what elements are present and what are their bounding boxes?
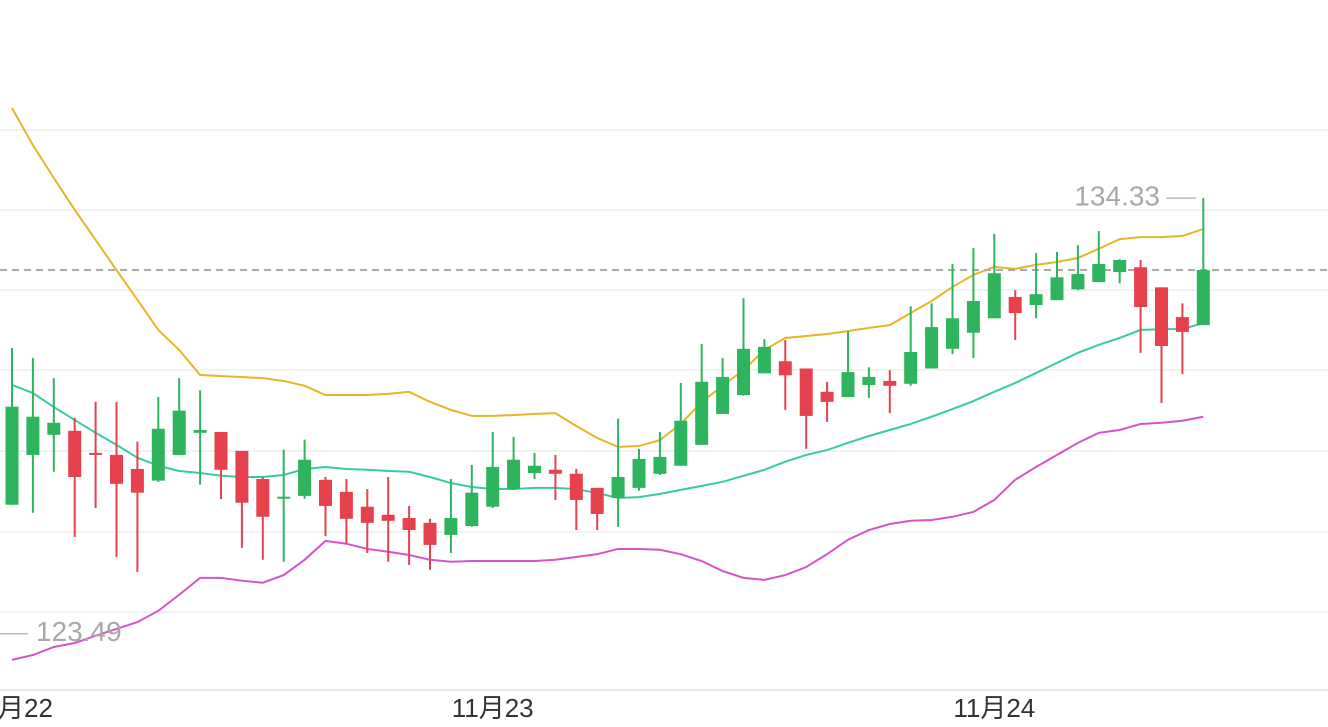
candle-body [47,422,61,435]
candle-body [235,450,249,503]
candle-body [569,473,583,500]
band-line [11,107,1204,448]
candle-body [507,459,521,490]
candle-body [904,352,918,384]
candle-body [1071,274,1085,290]
low-marker-label: 123.49 [36,616,122,647]
candle-body [5,406,19,505]
candle-body [214,431,228,470]
candle-body [172,410,186,455]
band-line [11,322,1204,499]
x-tick-label: 11月23 [452,693,534,723]
candle-body [695,381,709,445]
candle-body [277,496,291,499]
candle-body [360,506,374,523]
candle-body [1008,296,1022,314]
candle-body [820,391,834,402]
candle-body [778,361,792,376]
candle-body [548,469,562,474]
candle-body [862,376,876,385]
candle-body [757,346,771,374]
candle-body [1113,260,1127,273]
candle-body [841,372,855,398]
band-line [11,415,1204,661]
candle-body [444,517,458,535]
candle-body [966,300,980,333]
candle-body [339,491,353,519]
candle-body [68,430,82,478]
candle-body [402,517,416,531]
candle-body [1092,264,1106,283]
candle-body [946,318,959,349]
candle-body [883,380,897,386]
x-tick-label: 11月24 [953,693,1035,723]
candle-body [89,452,103,455]
candle-body [590,487,604,514]
candle-body [193,429,207,433]
candle-body [465,492,479,527]
candle-body [110,454,123,484]
candle-body [632,458,646,488]
candle-body [799,368,813,416]
candle-body [319,479,332,506]
candle-body [256,479,270,517]
candle-body [298,459,312,496]
candle-body [26,416,40,455]
candle-body [151,428,165,481]
candle-body [716,376,730,414]
x-tick-label: 11月22 [0,693,53,723]
candle-body [737,348,750,396]
high-marker-label: 134.33 [1074,181,1160,212]
candle-body [423,522,437,545]
candle-body [130,468,144,493]
candle-body [674,420,688,466]
candle-body [1134,267,1148,308]
candle-body [528,465,541,473]
candle-body [486,466,500,507]
candle-body [925,327,939,369]
candle-body [381,514,395,521]
candle-body [1175,317,1189,332]
candle-body [1050,277,1064,301]
candle-body [653,456,667,474]
candle-body [987,273,1001,319]
candle-body [1196,270,1210,326]
candle-body [611,477,625,498]
candle-body [1029,294,1043,306]
candle-body [1155,287,1168,346]
